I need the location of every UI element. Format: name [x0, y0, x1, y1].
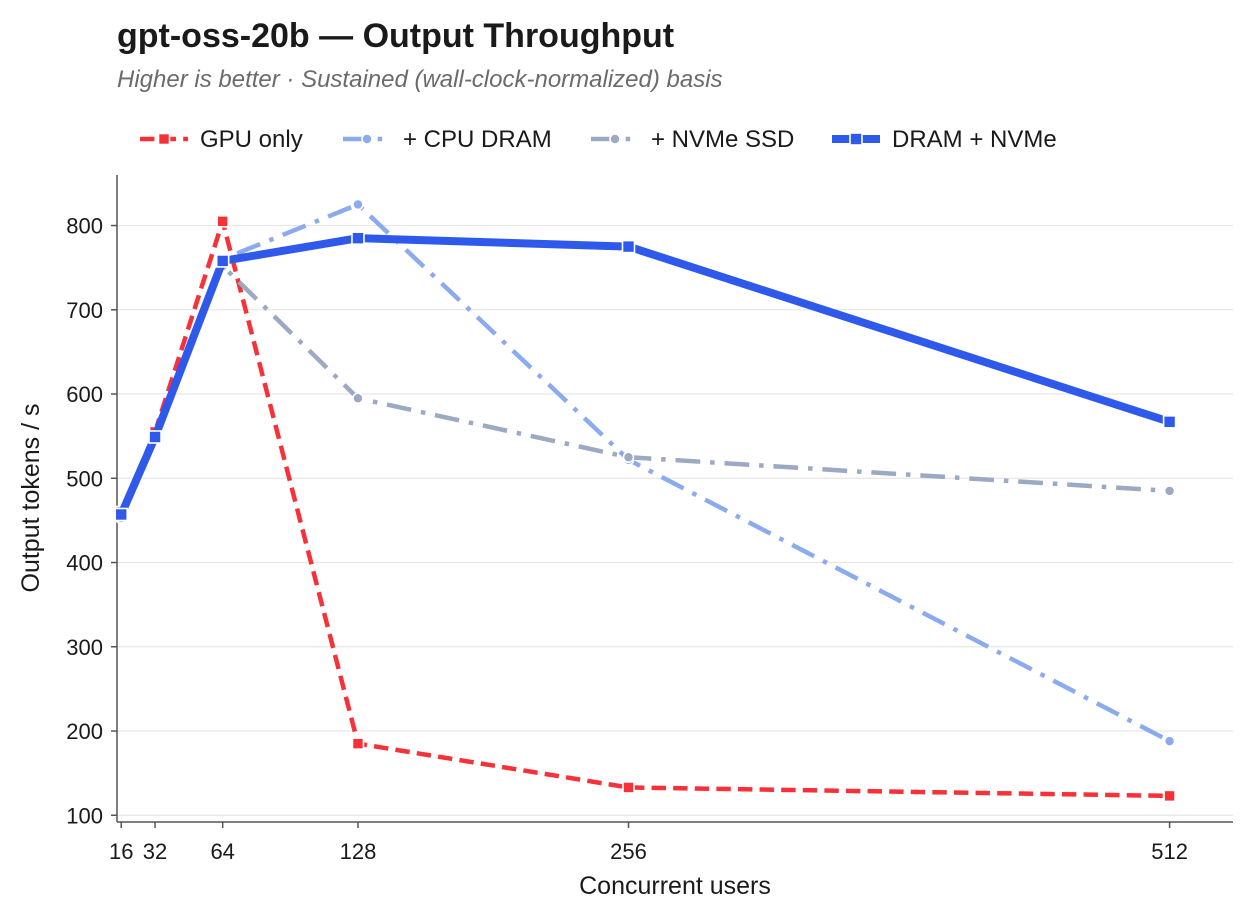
series-dram-nvme: [114, 231, 1177, 522]
y-tick-label: 100: [66, 803, 103, 828]
x-tick-label: 32: [143, 839, 167, 864]
series-layer: [114, 198, 1177, 803]
legend-label: + NVMe SSD: [651, 126, 794, 153]
series-line-gpu-only: [119, 219, 1170, 799]
y-axis-label: Output tokens / s: [17, 404, 45, 593]
data-point-nvme-ssd: [1163, 485, 1176, 497]
x-tick-label: 256: [610, 839, 647, 864]
data-point-dram-nvme: [114, 507, 129, 522]
chart-subtitle: Higher is better · Sustained (wall-clock…: [117, 66, 723, 93]
data-point-gpu-only: [1163, 789, 1176, 803]
y-tick-label: 800: [66, 214, 103, 239]
data-point-dram-nvme: [1162, 415, 1177, 429]
data-point-cpu-dram: [352, 198, 364, 211]
legend-swatch-marker: [157, 132, 171, 146]
y-tick-label: 500: [66, 466, 103, 491]
data-point-gpu-only: [351, 737, 365, 750]
series-line-cpu-dram: [119, 202, 1171, 744]
chart-title: gpt-oss-20b — Output Throughput: [117, 17, 674, 55]
legend-item-nvme-ssd: + NVMe SSD: [591, 126, 794, 153]
data-point-dram-nvme: [148, 430, 162, 444]
data-point-nvme-ssd: [622, 451, 635, 464]
x-tick-label: 512: [1151, 839, 1188, 864]
y-tick-label: 700: [66, 298, 103, 323]
legend-label: GPU only: [200, 126, 303, 153]
legend-item-gpu-only: GPU only: [140, 126, 303, 153]
legend-swatch-marker: [849, 132, 863, 146]
series-cpu-dram: [115, 198, 1176, 747]
grid: [117, 224, 1233, 816]
legend-item-cpu-dram: + CPU DRAM: [343, 126, 552, 153]
legend-label: DRAM + NVMe: [892, 126, 1057, 153]
legend-swatch-marker: [609, 133, 621, 145]
series-gpu-only: [114, 215, 1176, 803]
legend-label: + CPU DRAM: [403, 126, 552, 153]
data-point-cpu-dram: [1163, 735, 1176, 747]
x-tick-label: 64: [210, 839, 234, 864]
x-tick-label: 128: [340, 839, 377, 864]
y-tick-label: 600: [66, 382, 103, 407]
data-point-nvme-ssd: [352, 392, 364, 405]
axes: 100 200 300 400 500 600 700 800 16 32 64 128 256 512: [66, 175, 1233, 864]
data-point-gpu-only: [216, 215, 229, 228]
data-point-gpu-only: [622, 781, 635, 794]
series-nvme-ssd: [115, 260, 1176, 524]
x-axis-label: Concurrent users: [579, 872, 771, 900]
x-tick-label: 16: [109, 839, 133, 864]
series-line-dram-nvme: [117, 234, 1171, 517]
data-point-dram-nvme: [215, 254, 230, 268]
series-line-nvme-ssd: [119, 263, 1170, 519]
y-tick-label: 400: [66, 551, 103, 576]
legend-item-dram-nvme: DRAM + NVMe: [832, 126, 1057, 153]
legend-swatch-marker: [361, 133, 373, 145]
y-tick-label: 300: [66, 635, 103, 660]
y-tick-label: 200: [66, 719, 103, 744]
data-point-dram-nvme: [621, 239, 636, 254]
legend: GPU only + CPU DRAM + NVMe SSD DRAM + NVMe: [140, 126, 1057, 153]
data-point-dram-nvme: [351, 231, 365, 245]
